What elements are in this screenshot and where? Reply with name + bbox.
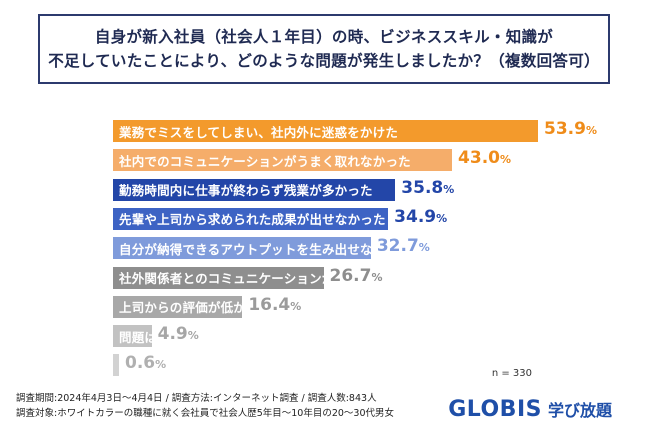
bar-6: 社外関係者とのコミュニケーションがうまく取れなかった [113, 266, 449, 289]
bar-label-4: 先輩や上司から求められた成果が出せなかった [119, 212, 386, 228]
bar-value-unit-6: % [371, 270, 383, 284]
bar-4: 先輩や上司から求められた成果が出せなかった [113, 207, 389, 230]
bar-value-unit-2: % [500, 153, 512, 167]
bar-5: 自分が納得できるアウトプットを生み出せなかった [113, 237, 411, 260]
bar-value-number-6: 26.7 [329, 265, 372, 286]
bar-value-number-8: 4.9 [157, 324, 188, 345]
logo-wordmark: GLOBIS [448, 397, 542, 422]
bar-value-3: 35.8% [401, 178, 454, 198]
chart-title-line-2: 不足していたことにより、どのような問題が発生しましたか？（複数回答可） [48, 52, 600, 70]
bar-3: 勤務時間内に仕事が終わらず残業が多かった [113, 178, 396, 201]
bar-value-8: 4.9% [158, 324, 199, 344]
bar-value-number-4: 34.9 [394, 206, 437, 227]
bar-value-number-3: 35.8 [401, 177, 444, 198]
bar-label-2: 社内でのコミュニケーションがうまく取れなかった [119, 153, 411, 169]
bar-value-unit-4: % [436, 211, 448, 225]
bar-value-number-7: 16.4 [248, 294, 291, 315]
bar-label-8: 問題はなかった [119, 329, 208, 345]
bar-1: 業務でミスをしてしまい、社内外に迷惑をかけた [113, 120, 538, 142]
bar-value-number-2: 43.0 [458, 148, 500, 169]
chart-title-line-1: 自身が新入社員（社会人１年目）の時、ビジネススキル・知識が [94, 28, 554, 46]
bar-value-2: 43.0% [458, 148, 511, 168]
bar-7: 上司からの評価が低かった [113, 295, 271, 318]
bar-label-3: 勤務時間内に仕事が終わらず残業が多かった [119, 183, 373, 199]
bar-value-7: 16.4% [248, 295, 301, 315]
survey-period-note: 調査期間:2024年4月3日〜4月4日 / 調査方法:インターネット調査 / 調… [16, 393, 377, 404]
bar-value-number-1: 53.9 [544, 119, 586, 139]
bar-value-1: 53.9% [544, 119, 597, 139]
bar-label-9: その他 [119, 358, 158, 374]
bar-9: その他 [113, 354, 157, 377]
bar-value-5: 32.7% [377, 236, 430, 256]
bar-value-9: 0.6% [125, 353, 166, 373]
bar-value-unit-9: % [155, 358, 167, 372]
logo-subtitle: 学び放題 [547, 401, 612, 420]
bar-value-6: 26.7% [330, 266, 383, 286]
bar-value-unit-1: % [585, 124, 597, 137]
bar-value-unit-3: % [443, 182, 455, 196]
globis-logo: GLOBIS 学び放題 [448, 397, 612, 422]
bar-value-number-9: 0.6 [125, 353, 156, 374]
bar-2: 社内でのコミュニケーションがうまく取れなかった [113, 149, 453, 172]
bar-label-7: 上司からの評価が低かった [119, 300, 272, 316]
bar-value-number-5: 32.7 [376, 236, 419, 257]
bar-8: 問題はなかった [113, 325, 208, 348]
bar-value-unit-8: % [187, 329, 199, 343]
chart-title-box: 自身が新入社員（社会人１年目）の時、ビジネススキル・知識が 不足していたことによ… [38, 14, 610, 84]
bar-value-4: 34.9% [394, 207, 447, 227]
bar-label-1: 業務でミスをしてしまい、社内外に迷惑をかけた [119, 124, 399, 140]
sample-size-note: n = 330 [491, 368, 532, 379]
survey-target-note: 調査対象:ホワイトカラーの職種に就く会社員で社会人歴5年目〜10年目の20〜30… [16, 408, 395, 419]
bar-label-5: 自分が納得できるアウトプットを生み出せなかった [119, 241, 411, 257]
bar-label-6: 社外関係者とのコミュニケーションがうまく取れなかった [119, 271, 449, 286]
bar-value-unit-7: % [290, 299, 302, 313]
bar-value-unit-5: % [418, 241, 430, 255]
